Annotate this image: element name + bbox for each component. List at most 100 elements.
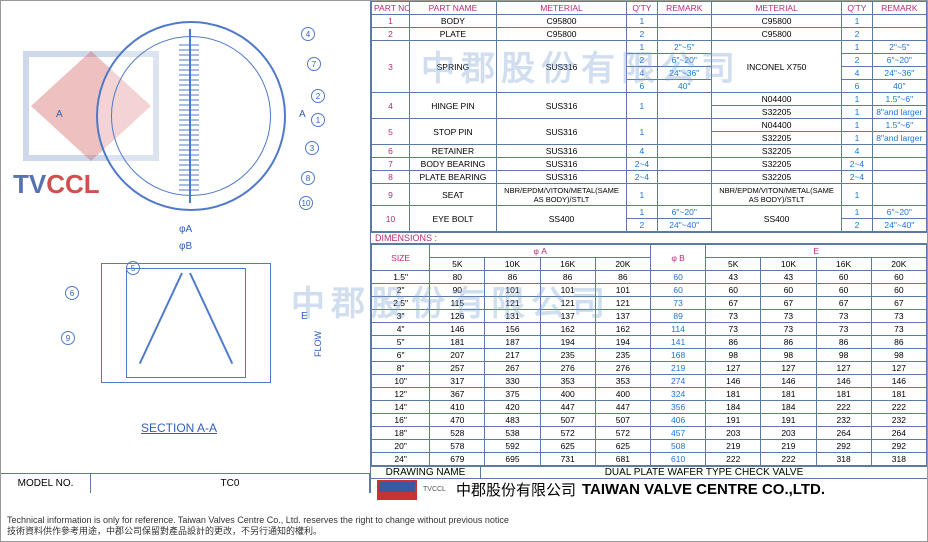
cell: 73	[706, 323, 761, 336]
cell: 1	[627, 206, 657, 219]
cell: 60	[761, 284, 816, 297]
cell: 222	[761, 453, 816, 466]
callout-7: 7	[307, 57, 321, 71]
cell: 121	[595, 297, 650, 310]
cell: 24"~40"	[657, 219, 711, 232]
cell: S32205	[711, 145, 841, 158]
th-partname: PART NAME	[410, 2, 497, 15]
cell: 1	[627, 93, 657, 119]
dimensions-table: SIZE φ A φ B E 5K 10K 16K 20K 5K 10K 16K…	[371, 244, 927, 466]
page: 中郡股份有限公司 中郡股份有限公司 TVCCL A A φA φB 4	[0, 0, 928, 542]
cell: SPRING	[410, 41, 497, 93]
cell: 60	[816, 284, 871, 297]
cell: 137	[595, 310, 650, 323]
cell: 162	[540, 323, 595, 336]
cell: 2	[372, 28, 410, 41]
th-e10k: 10K	[761, 258, 816, 271]
cell: 60	[816, 271, 871, 284]
cell: 6"	[372, 349, 430, 362]
cell: 507	[595, 414, 650, 427]
cell: 2"~5"	[872, 41, 926, 54]
footnote-zh: 技術資料供作參考用途，中郡公司保留對產品設計的更改，不另行通知的權利。	[7, 526, 509, 537]
cell: 9	[372, 184, 410, 206]
cell: 2"	[372, 284, 430, 297]
cell: 1	[627, 184, 657, 206]
cell: 681	[595, 453, 650, 466]
company-chinese: 中郡股份有限公司	[456, 479, 576, 500]
cell: 1	[842, 41, 872, 54]
callout-8: 8	[301, 171, 315, 185]
company-logo-icon	[377, 480, 417, 500]
cell: 538	[485, 427, 540, 440]
th-a10k: 10K	[485, 258, 540, 271]
cell: 1	[627, 15, 657, 28]
main-area: TVCCL A A φA φB 4 7 2 1 3 8	[1, 1, 927, 493]
cell: 8"and larger	[872, 132, 926, 145]
th-e20k: 20K	[871, 258, 926, 271]
cell: 324	[651, 388, 706, 401]
cell: 572	[540, 427, 595, 440]
cell: 14"	[372, 401, 430, 414]
cell: 470	[430, 414, 485, 427]
cell: 264	[816, 427, 871, 440]
cell: 317	[430, 375, 485, 388]
th-phiA: φ A	[430, 245, 651, 258]
cell: 121	[540, 297, 595, 310]
cell: 367	[430, 388, 485, 401]
cell: 400	[540, 388, 595, 401]
label-phiA: φA	[179, 224, 192, 235]
th-partno: PART NO.	[372, 2, 410, 15]
cell: 20"	[372, 440, 430, 453]
cell: 2	[842, 54, 872, 67]
callout-1: 1	[311, 113, 325, 127]
cell: 1	[842, 184, 872, 206]
drawing-name-label: DRAWING NAME	[371, 467, 481, 478]
cell: 181	[706, 388, 761, 401]
callout-9: 9	[61, 331, 75, 345]
cell: 86	[871, 336, 926, 349]
footnote-en: Technical information is only for refere…	[7, 515, 509, 526]
parts-table: PART NO. PART NAME METERIAL Q'TY REMARK …	[371, 1, 927, 232]
cell: 6	[372, 145, 410, 158]
label-E: E	[301, 311, 308, 322]
cell	[872, 158, 926, 171]
cell: 8"	[372, 362, 430, 375]
cell	[872, 184, 926, 206]
cell: 181	[816, 388, 871, 401]
cell: 73	[706, 310, 761, 323]
cell: INCONEL X750	[711, 41, 841, 93]
th-mat1: METERIAL	[496, 2, 626, 15]
cell: 2~4	[627, 171, 657, 184]
cell: 121	[485, 297, 540, 310]
cell: 420	[485, 401, 540, 414]
cell: 1.5"	[372, 271, 430, 284]
cell: 2	[842, 219, 872, 232]
cell: 67	[706, 297, 761, 310]
cell: 217	[485, 349, 540, 362]
cell: 24"~40"	[872, 219, 926, 232]
cell: 508	[651, 440, 706, 453]
cell: 4	[842, 67, 872, 80]
cell: 127	[816, 362, 871, 375]
cell: 127	[871, 362, 926, 375]
cell: 73	[651, 297, 706, 310]
right-panel: PART NO. PART NAME METERIAL Q'TY REMARK …	[371, 1, 927, 493]
company-english: TAIWAN VALVE CENTRE CO.,LTD.	[582, 481, 825, 498]
drawing-name-row: DRAWING NAME DUAL PLATE WAFER TYPE CHECK…	[371, 466, 927, 478]
cell: 219	[761, 440, 816, 453]
cell: 24"	[372, 453, 430, 466]
th-a20k: 20K	[595, 258, 650, 271]
cell: 5"	[372, 336, 430, 349]
cell: SUS316	[496, 119, 626, 145]
cell: 86	[761, 336, 816, 349]
cell: 67	[761, 297, 816, 310]
th-rem1: REMARK	[657, 2, 711, 15]
cell: 1	[627, 119, 657, 145]
cell: 4	[372, 93, 410, 119]
cell: 507	[540, 414, 595, 427]
cell: 625	[540, 440, 595, 453]
cell: S32205	[711, 158, 841, 171]
drawing-name-value: DUAL PLATE WAFER TYPE CHECK VALVE	[481, 467, 927, 478]
cell: 8"and larger	[872, 106, 926, 119]
cell: 2"~5"	[657, 41, 711, 54]
